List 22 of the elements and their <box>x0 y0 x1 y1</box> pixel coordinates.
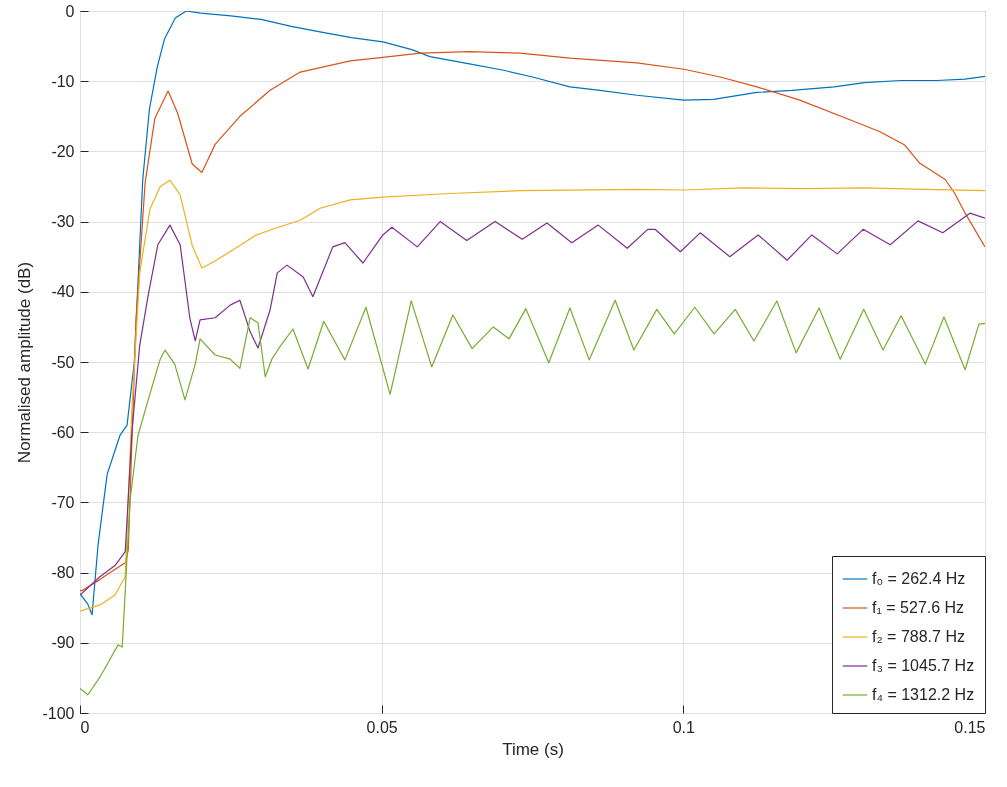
y-axis-title: Normalised amplitude (dB) <box>15 261 35 464</box>
y-tick-label: 0 <box>65 2 75 20</box>
y-tick-label: -100 <box>42 704 75 722</box>
y-tick-label: -50 <box>51 353 75 371</box>
legend-label: f₂ = 788.7 Hz <box>872 628 965 645</box>
y-tick-label: -30 <box>51 213 75 231</box>
legend-label: f₁ = 527.6 Hz <box>872 599 965 616</box>
legend-label: f₀ = 262.4 Hz <box>872 570 966 587</box>
legend-label: f₄ = 1312.2 Hz <box>872 686 975 703</box>
y-tick-label: -60 <box>51 423 75 441</box>
y-tick-label: -70 <box>51 493 75 511</box>
legend-label: f₃ = 1045.7 Hz <box>872 657 975 674</box>
x-axis-title: Time (s) <box>502 739 564 759</box>
y-tick-label: -20 <box>51 142 75 160</box>
x-tick-label: 0.05 <box>366 718 398 736</box>
x-tick-label: 0 <box>80 718 90 736</box>
x-tick-label: 0.1 <box>672 718 696 736</box>
y-tick-label: -40 <box>51 283 75 301</box>
y-tick-label: -10 <box>51 72 75 90</box>
x-tick-label: 0.15 <box>954 718 986 736</box>
y-tick-label: -80 <box>51 564 75 582</box>
y-tick-label: -90 <box>51 634 75 652</box>
